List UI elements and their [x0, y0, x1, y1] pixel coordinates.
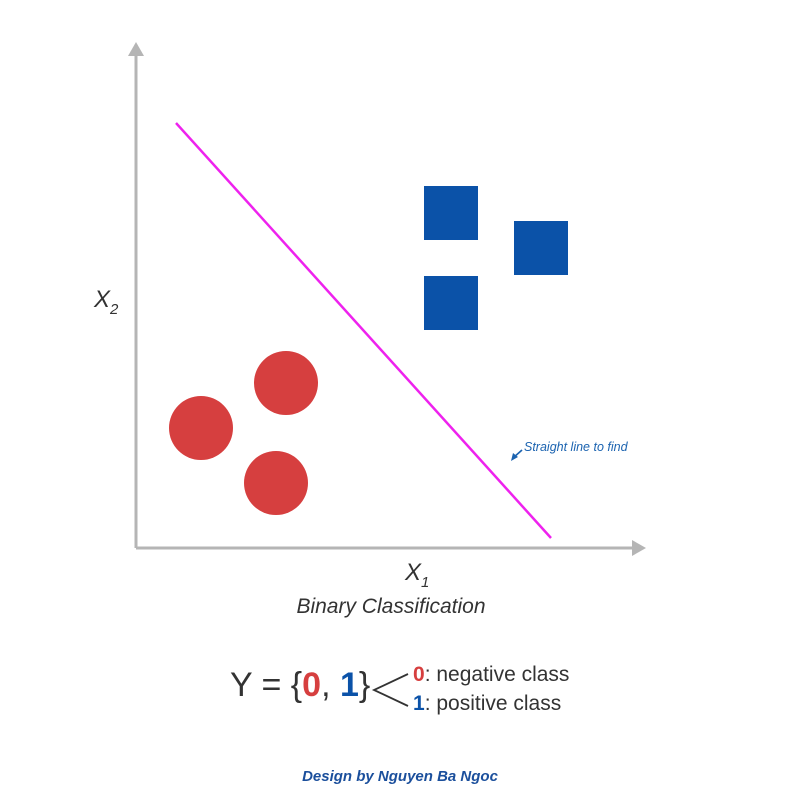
x-axis-arrowhead — [632, 540, 646, 556]
positive-class-point — [424, 186, 478, 240]
positive-class-point — [424, 276, 478, 330]
negative-class-point — [244, 451, 308, 515]
negative-class-point — [169, 396, 233, 460]
decision-line-annotation: Straight line to find — [524, 440, 629, 454]
decision-boundary-line — [175, 122, 552, 539]
annotation-arrowhead — [511, 453, 518, 461]
formula-split-bracket — [371, 673, 409, 707]
diagram-caption: Binary Classification — [296, 595, 485, 618]
data-points — [169, 186, 568, 515]
positive-class-point — [514, 221, 568, 275]
design-credit: Design by Nguyen Ba Ngoc — [302, 768, 498, 785]
y-axis-label: X2 — [93, 286, 119, 318]
negative-class-point — [254, 351, 318, 415]
y-axis-arrowhead — [128, 42, 144, 56]
x-axis-label: X1 — [404, 559, 429, 591]
